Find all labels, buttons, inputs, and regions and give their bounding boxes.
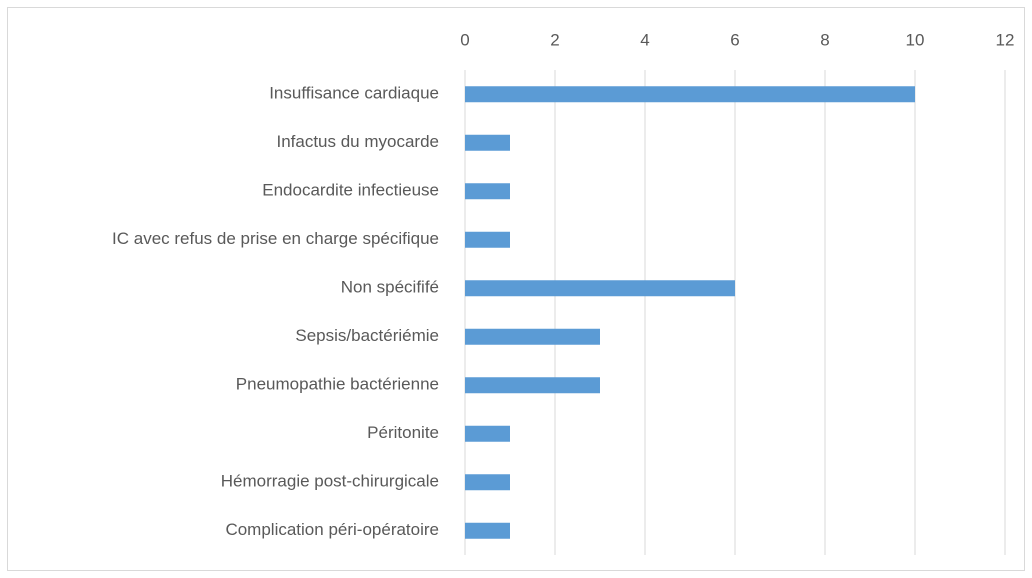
y-tick-label: Sepsis/bactériémie: [295, 326, 439, 345]
y-tick-label: Péritonite: [367, 423, 439, 442]
y-tick-label: Infactus du myocarde: [276, 132, 439, 151]
x-tick-label: 12: [996, 30, 1015, 49]
x-tick-label: 2: [550, 30, 559, 49]
y-tick-label: Complication péri-opératoire: [225, 520, 439, 539]
x-tick-label: 4: [640, 30, 649, 49]
bar: [465, 425, 510, 442]
bar: [465, 328, 600, 345]
bar: [465, 86, 915, 103]
y-tick-label: Insuffisance cardiaque: [269, 84, 439, 103]
y-tick-label: Non spécififé: [341, 278, 439, 297]
y-tick-label: Endocardite infectieuse: [262, 181, 439, 200]
x-tick-label: 10: [906, 30, 925, 49]
x-tick-label: 6: [730, 30, 739, 49]
bar: [465, 183, 510, 200]
bar: [465, 522, 510, 539]
bar: [465, 377, 600, 394]
bar: [465, 474, 510, 491]
y-tick-label: Hémorragie post-chirurgicale: [221, 472, 439, 491]
bar: [465, 280, 735, 297]
bar: [465, 134, 510, 151]
y-tick-label: IC avec refus de prise en charge spécifi…: [112, 229, 439, 248]
bar: [465, 231, 510, 248]
x-tick-label: 0: [460, 30, 469, 49]
y-tick-label: Pneumopathie bactérienne: [236, 375, 439, 394]
x-tick-label: 8: [820, 30, 829, 49]
